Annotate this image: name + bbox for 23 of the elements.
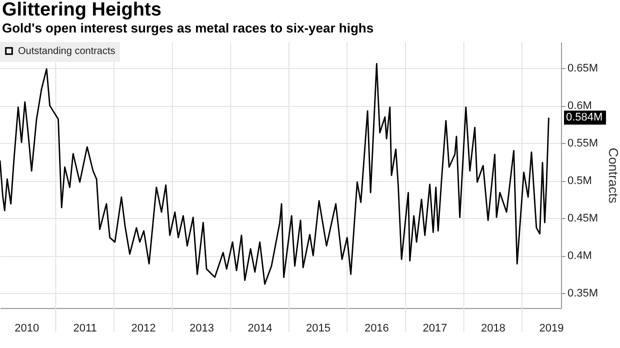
chart-title: Glittering Heights bbox=[2, 0, 162, 20]
chart-subtitle: Gold's open interest surges as metal races to six-year highs bbox=[2, 20, 374, 36]
x-tick-label: 2010 bbox=[14, 322, 40, 334]
line-series bbox=[0, 63, 550, 285]
y-tick-label: 0.6M bbox=[568, 100, 592, 112]
data-label: 0.584M bbox=[566, 112, 603, 124]
x-tick-label: 2013 bbox=[190, 322, 214, 334]
x-tick-label: 2014 bbox=[248, 322, 272, 334]
x-tick-label: 2015 bbox=[306, 322, 331, 334]
x-tick-label: 2017 bbox=[422, 322, 448, 334]
x-tick-label: 2012 bbox=[131, 322, 156, 334]
y-tick-label: 0.5M bbox=[568, 175, 592, 188]
y-tick-label: 0.55M bbox=[568, 138, 598, 150]
x-tick-label: 2011 bbox=[73, 322, 97, 334]
x-tick-label: 2019 bbox=[539, 322, 564, 334]
y-tick-label: 0.35M bbox=[568, 288, 598, 300]
y-tick-label: 0.45M bbox=[568, 212, 598, 225]
x-tick-label: 2016 bbox=[364, 322, 389, 334]
x-tick-label: 2018 bbox=[480, 322, 506, 334]
y-axis-title: Contracts bbox=[606, 148, 620, 204]
legend-label: Outstanding contracts bbox=[18, 46, 116, 57]
y-tick-label: 0.65M bbox=[568, 62, 598, 75]
y-tick-label: 0.4M bbox=[568, 250, 592, 262]
